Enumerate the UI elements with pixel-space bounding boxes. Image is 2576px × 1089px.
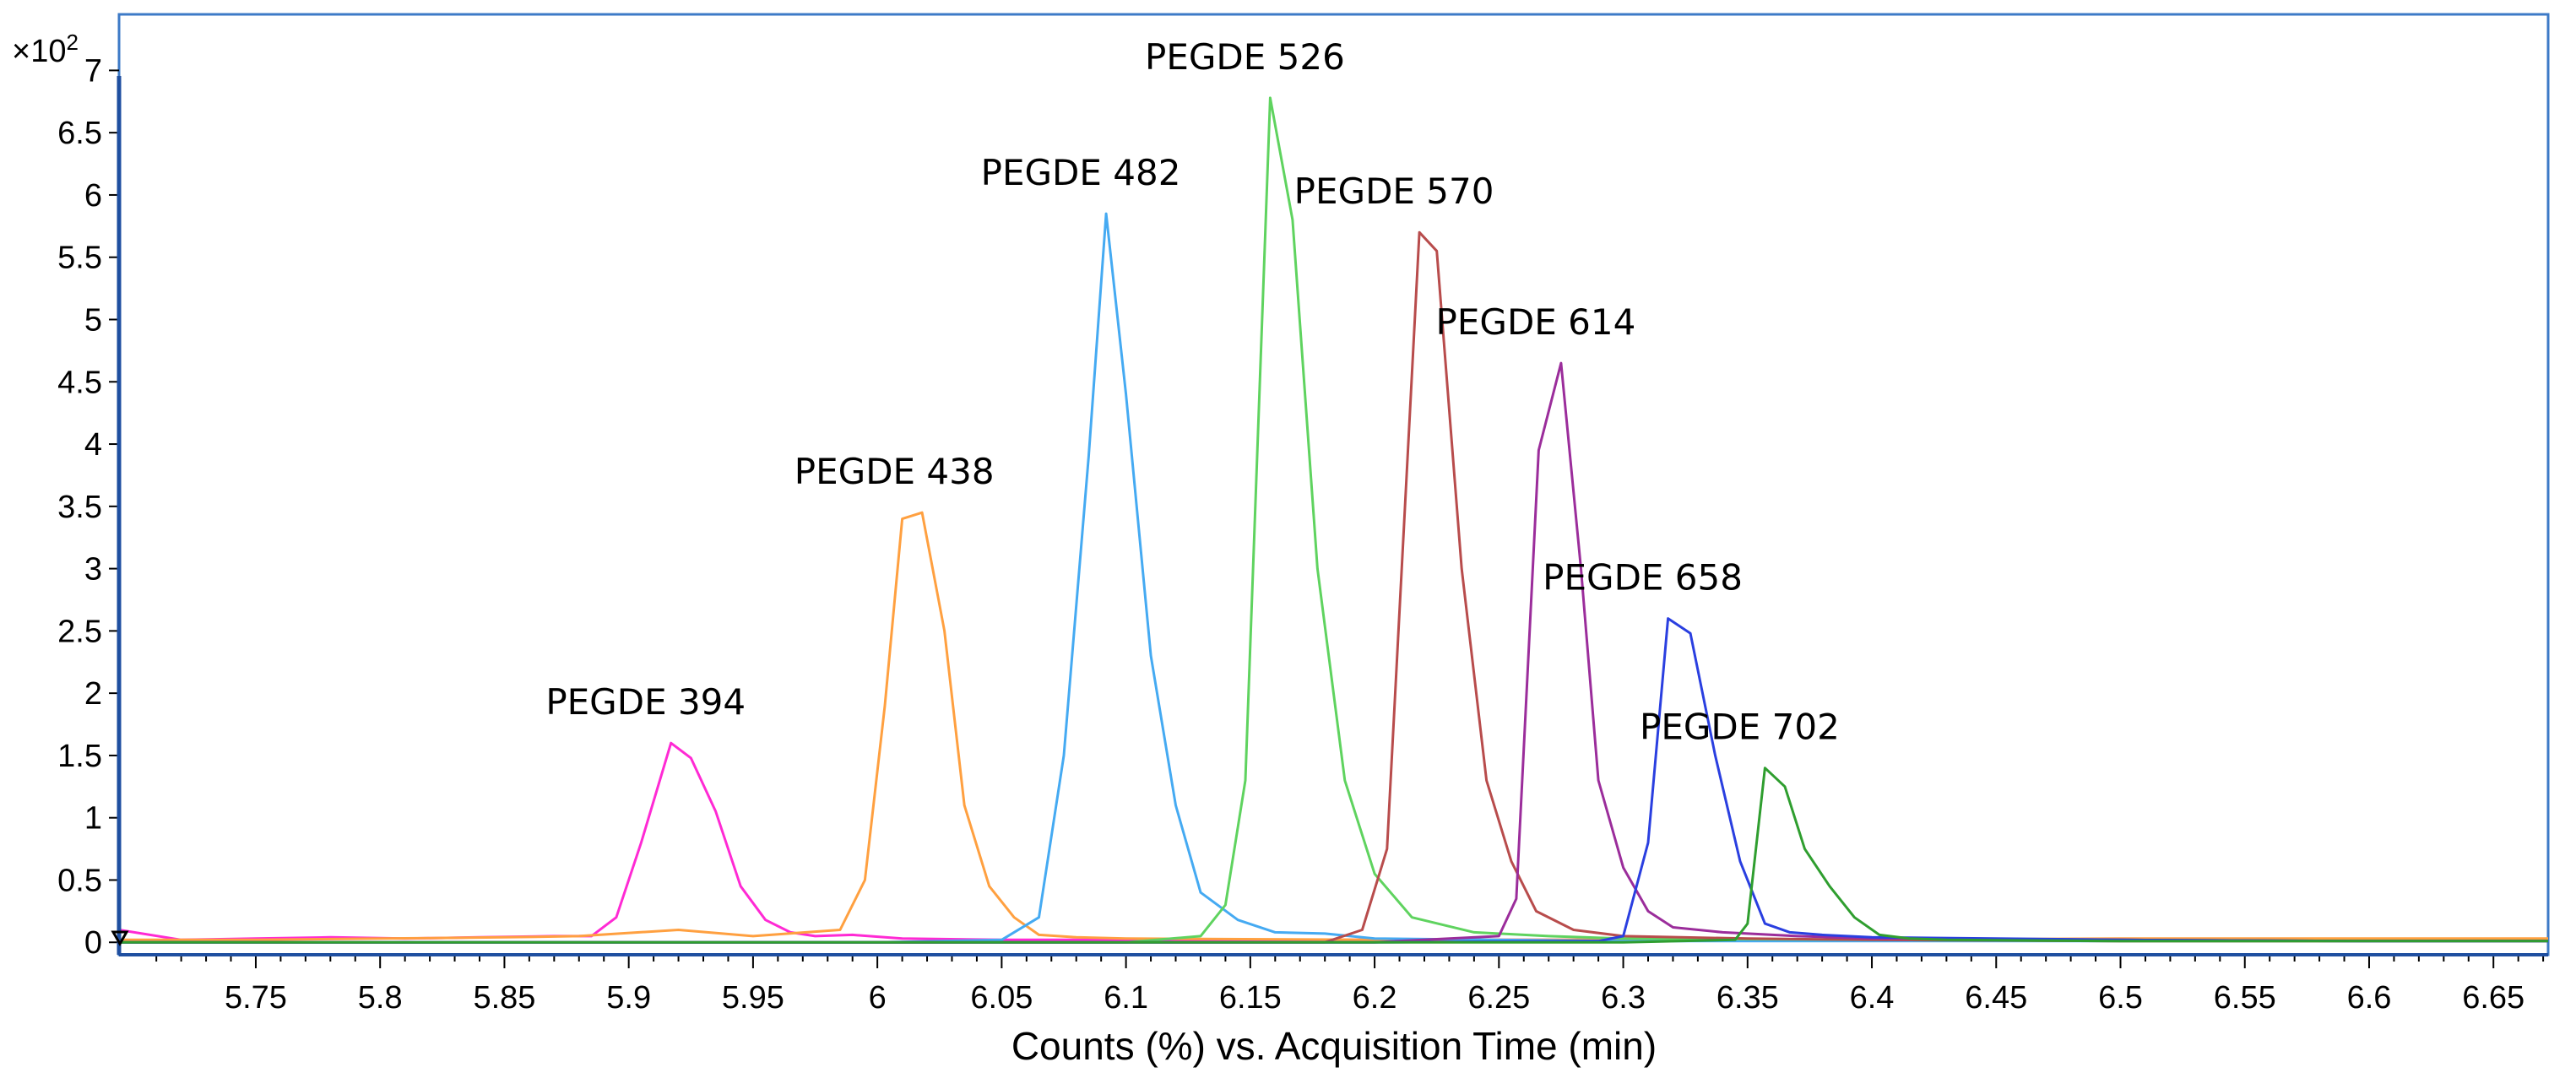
x-tick-label: 6.25	[1467, 980, 1530, 1016]
series-line-pegde-702	[119, 767, 2548, 944]
y-multiplier-exponent: 2	[66, 30, 78, 55]
peak-label: PEGDE 570	[1294, 171, 1494, 212]
y-tick-label: 2	[84, 676, 102, 712]
y-tick-label: 3	[84, 552, 102, 588]
x-tick-label: 5.95	[722, 980, 784, 1016]
x-tick-label: 6.55	[2214, 980, 2276, 1016]
x-tick-label: 6.6	[2347, 980, 2392, 1016]
x-tick-label: 6	[869, 980, 887, 1016]
y-tick-label: 7	[84, 53, 102, 89]
x-tick-label: 5.85	[473, 980, 535, 1016]
y-tick-label: 4	[84, 427, 102, 463]
y-tick-label: 0	[84, 925, 102, 961]
x-tick-label: 5.8	[358, 980, 403, 1016]
y-tick-label: 1.5	[57, 739, 102, 774]
y-axis: 0 0.5 1 1.5 2 2.5 3 3.5 4 4.5 5 5.5 6 6.5 7	[57, 53, 119, 961]
x-tick-label: 6.15	[1219, 980, 1282, 1016]
x-tick-label: 6.2	[1353, 980, 1397, 1016]
x-tick-label: 6.4	[1850, 980, 1895, 1016]
x-axis-title: Counts (%) vs. Acquisition Time (min)	[1011, 1024, 1657, 1068]
x-tick-label: 6.1	[1104, 980, 1148, 1016]
peak-label: PEGDE 394	[545, 681, 746, 723]
axis-start-marker	[111, 930, 129, 947]
y-tick-label: 6.5	[57, 116, 102, 151]
peak-label: PEGDE 702	[1640, 707, 1840, 748]
peak-label: PEGDE 438	[794, 451, 995, 492]
y-tick-label: 2.5	[57, 614, 102, 649]
x-tick-label: 6.05	[970, 980, 1033, 1016]
y-tick-label: 3.5	[57, 490, 102, 525]
x-tick-label: 6.3	[1601, 980, 1646, 1016]
x-tick-label: 6.35	[1716, 980, 1779, 1016]
peak-label: PEGDE 526	[1145, 36, 1345, 78]
y-tick-label: 4.5	[57, 365, 102, 400]
peak-label: PEGDE 658	[1543, 557, 1743, 599]
y-tick-label: 5.5	[57, 241, 102, 276]
x-tick-label: 5.9	[606, 980, 651, 1016]
peak-label: PEGDE 482	[981, 152, 1181, 193]
peak-label-layer: PEGDE 394 PEGDE 438 PEGDE 482 PEGDE 526 PEGD…	[545, 36, 1839, 748]
series-layer	[118, 96, 2548, 944]
y-tick-label: 5	[84, 302, 102, 338]
x-tick-label: 5.75	[225, 980, 287, 1016]
y-tick-label: 0.5	[57, 863, 102, 898]
y-multiplier: ×102	[12, 30, 79, 69]
x-tick-label: 6.65	[2462, 980, 2524, 1016]
peak-label: PEGDE 614	[1436, 301, 1636, 343]
x-tick-label: 6.5	[2098, 980, 2143, 1016]
x-axis: 5.75 5.8 5.85 5.9 5.95 6 6.05 6.1 6.15 6.2 6.25 6.3…	[155, 955, 2545, 1016]
x-tick-label: 6.45	[1965, 980, 2027, 1016]
y-tick-label: 1	[84, 801, 102, 837]
y-tick-label: 6	[84, 178, 102, 214]
